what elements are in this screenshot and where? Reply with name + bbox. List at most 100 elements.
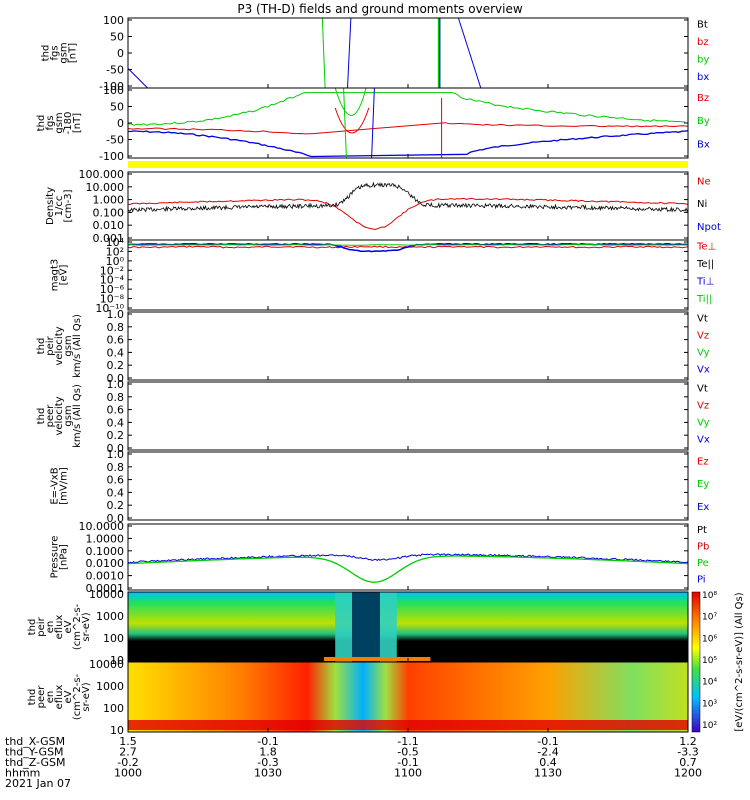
series-bx (457, 18, 482, 88)
xaxis-value: -2.4 (537, 746, 558, 759)
xaxis-row-label: thd_Z-GSM (5, 756, 65, 769)
panel-fgs_dsl: thdfgsgsm-180[nT] 100 50 0 -50 -100 Bz By Bx (36, 84, 710, 163)
xaxis-value: 1000 (114, 767, 142, 780)
colorbar: 10⁸ 10⁷ 10⁶ 10⁵ 10⁴ 10³ 10² [eV/(cm^2-s-sr-eV)]… (691, 591, 745, 733)
panel-ve-tick-label: 0.8 (107, 391, 125, 404)
panel-pressure-data (128, 553, 688, 583)
panel-density-data (128, 181, 688, 231)
panel-ion_spec-tick-label: 10 (110, 654, 124, 667)
panel-temp-tick-label: 10⁻⁸ (100, 293, 125, 306)
panel-efield-ylabel: E=-VxB[mV/m] (50, 467, 70, 505)
ylabel-line: [eV] (59, 265, 70, 286)
panel-vi: thdpeirvelocitygsmkm/s (All Qs) 1.00.80.6… (36, 308, 710, 385)
xaxis-value: 1030 (254, 767, 282, 780)
x-axis-labels: thd_X-GSM 1.5 -0.1 -1.1 -0.1 1.2 thd_Y-GSM 2.7 1… (5, 735, 702, 790)
legend-fgs_dsl-By: By (697, 116, 710, 127)
panel-efield-tick-label: 0.0 (107, 512, 125, 525)
series-By (128, 92, 685, 126)
legend-pressure-Pb: Pb (697, 542, 709, 553)
series-Ti-par (128, 244, 688, 246)
ylabel-line: km/s (All Qs) (72, 314, 83, 378)
panel-vi-tick-label: 1.0 (107, 308, 125, 321)
panel-density-tick-label: 1.000 (93, 194, 125, 207)
ylabel-line: peer (45, 404, 56, 428)
ylabel-line: peir (45, 335, 56, 355)
ylabel-line: thd (36, 115, 47, 132)
panel-efield-frame (127, 451, 689, 521)
legend-temp-Te||: Te|| (696, 259, 714, 270)
ylabel-line: velocity (54, 396, 65, 435)
panel-ion_spec-tick-label: 10000 (89, 588, 124, 601)
colorbar-tick-label: 10⁶ (702, 634, 717, 644)
xaxis-row-label: thd_X-GSM (5, 735, 65, 748)
legend-fgs-bz: bz (697, 37, 709, 48)
panel-fgs-tick-label: 0 (117, 47, 124, 60)
panel-fgs-tick-label: 100 (103, 14, 124, 27)
panel-pressure-tick-label: 0.0001 (86, 582, 125, 595)
panel-vi-ylabel: thdpeirvelocitygsmkm/s (All Qs) (36, 314, 83, 378)
panel-pressure-tick-label: 1.0000 (86, 532, 125, 545)
ylabel-line: sr-eV) (81, 682, 92, 711)
panel-ve-tick-label: 1.0 (107, 378, 125, 391)
panel-ele_spec-tick-label: 100 (103, 702, 124, 715)
ylabel-line: -180 (63, 112, 74, 135)
series-Ni (128, 181, 688, 213)
legend-temp-Te⊥: Te⊥ (696, 242, 716, 253)
panel-vi-tick-label: 0.0 (107, 372, 125, 385)
ylabel-line: thd (36, 338, 47, 355)
legend-pressure-Pt: Pt (697, 525, 707, 536)
legend-vi-Vy: Vy (697, 347, 710, 358)
ylabel-line: thd (27, 619, 38, 636)
xaxis-value: 1130 (534, 767, 562, 780)
panel-ve-frame (127, 381, 689, 451)
legend-vi-Vz: Vz (697, 330, 709, 341)
panel-ion_spec-tick-label: 1000 (96, 610, 124, 623)
series-Bx (128, 130, 688, 158)
colorbar-tick-label: 10⁷ (702, 613, 717, 623)
colorbar-tick-label: 10⁵ (702, 656, 717, 666)
legend-density-Npot: Npot (697, 222, 721, 233)
series-bx (128, 68, 148, 88)
panel-ele_spec: thdpeerenefluxeV(cm^2-s-sr-eV) 10000 1000 1… (27, 658, 689, 737)
series-Ne (128, 197, 688, 231)
ylabel-line: km/s (All Qs) (72, 384, 83, 448)
colorbar-label: [eV/(cm^2-s-sr-eV)] (All Qs) (734, 592, 745, 731)
colorbar-tick-label: 10² (702, 721, 717, 731)
series-bx (347, 18, 352, 88)
ion-spectrogram-background (128, 592, 688, 662)
colorbar-gradient (691, 591, 701, 733)
panel-density-frame (127, 171, 689, 241)
panel-ve-tick-label: 0.4 (107, 416, 125, 429)
panel-fgs: thdfgsgsm[nT] 100 50 0 -50 -100 Bt bz by bx (41, 14, 710, 93)
ylabel-line: magt3 (50, 259, 61, 292)
xaxis-value: 2.7 (119, 746, 137, 759)
ylabel-line: Density (45, 187, 56, 225)
panel-efield-tick-label: 0.4 (107, 486, 125, 499)
legend-fgs_dsl-Bz: Bz (697, 93, 709, 104)
series-Bz (334, 107, 370, 134)
series-Bx (371, 88, 375, 158)
xaxis-value: -0.1 (397, 756, 418, 769)
panel-fgs_dsl-tick-label: 0 (117, 117, 124, 130)
panel-density-tick-label: 100.000 (79, 168, 125, 181)
xaxis-value: -0.3 (257, 756, 278, 769)
ylabel-line: Pressure (50, 536, 61, 579)
ylabel-line: thd (36, 408, 47, 425)
ylabel-line: gsm (63, 405, 74, 426)
panel-density-tick-label: 0.100 (93, 206, 125, 219)
panel-ele_spec-tick-label: 10 (110, 724, 124, 737)
panel-vi-tick-label: 0.4 (107, 346, 125, 359)
panel-ele_spec-tick-label: 1000 (96, 680, 124, 693)
panel-efield: E=-VxB[mV/m] 1.00.80.60.40.20.0 Ez Ey Ex (50, 448, 710, 525)
series-Bz (128, 122, 688, 135)
panel-density-tick-label: 0.001 (93, 232, 125, 245)
panel-ele_spec-ylabel: thdpeerenefluxeV(cm^2-s-sr-eV) (27, 673, 92, 720)
panel-fgs_dsl-tick-label: -100 (99, 150, 124, 163)
xaxis-value: -3.3 (677, 746, 698, 759)
legend-pressure-Pe: Pe (697, 558, 709, 569)
panel-density: Density1/cc[cm-3] 100.00010.0001.0000.100… (45, 168, 721, 245)
xaxis-value: 1.8 (259, 746, 277, 759)
ion-spectrogram-band (324, 657, 431, 661)
ylabel-line: eV (63, 620, 74, 633)
